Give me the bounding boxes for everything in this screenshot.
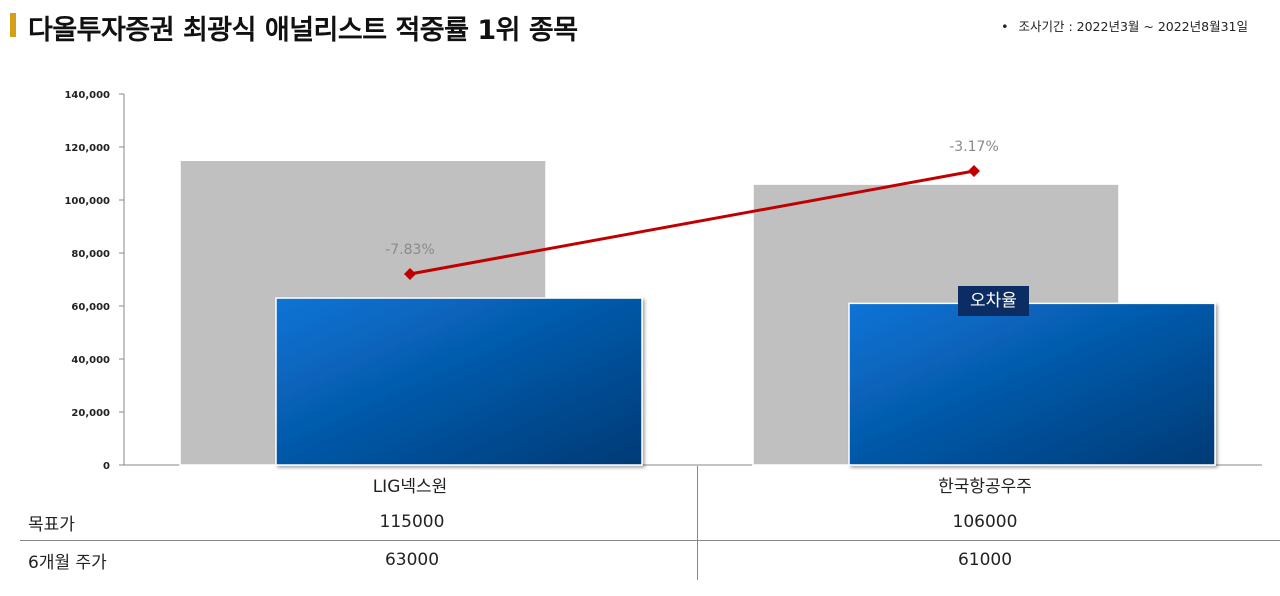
y-tick-label: 140,000 <box>64 90 110 101</box>
category-label: 한국항공우주 <box>938 477 1032 497</box>
table-column-divider <box>697 466 698 580</box>
error-rate-data-label: -3.17% <box>949 139 999 155</box>
page-title: 다올투자증권 최광식 애널리스트 적중률 1위 종목 <box>28 15 578 46</box>
row-label-target-price: 목표가 <box>28 515 75 535</box>
target-price-lig: 115000 <box>379 512 445 532</box>
error-rate-point <box>968 165 980 177</box>
survey-period: • 조사기간 : 2022년3월 ~ 2022년8월31일 <box>1001 16 1248 35</box>
y-tick-label: 100,000 <box>64 196 110 207</box>
error-rate-line <box>409 169 975 276</box>
six-month-price-bar <box>275 297 643 466</box>
y-tick-label: 0 <box>103 461 110 472</box>
y-tick-label: 40,000 <box>71 355 110 366</box>
period-text: 조사기간 : 2022년3월 ~ 2022년8월31일 <box>1018 19 1248 34</box>
target-price-kai: 106000 <box>952 512 1018 532</box>
y-tick-label: 80,000 <box>71 249 110 260</box>
row-label-six-month-price: 6개월 주가 <box>28 553 107 573</box>
error-rate-legend-tag: 오차율 <box>958 286 1029 316</box>
error-rate-data-label: -7.83% <box>385 242 435 258</box>
category-label: LIG넥스원 <box>373 477 448 497</box>
error-rate-point <box>404 268 416 280</box>
title-accent-bar <box>10 13 16 37</box>
six-month-price-bar <box>848 302 1216 466</box>
period-bullet: • <box>1001 19 1009 34</box>
six-month-price-lig: 63000 <box>384 550 440 570</box>
table-row-divider <box>20 540 1280 541</box>
y-tick-label: 20,000 <box>71 408 110 419</box>
y-tick-label: 120,000 <box>64 143 110 154</box>
y-tick-label: 60,000 <box>71 302 110 313</box>
six-month-price-kai: 61000 <box>957 550 1013 570</box>
